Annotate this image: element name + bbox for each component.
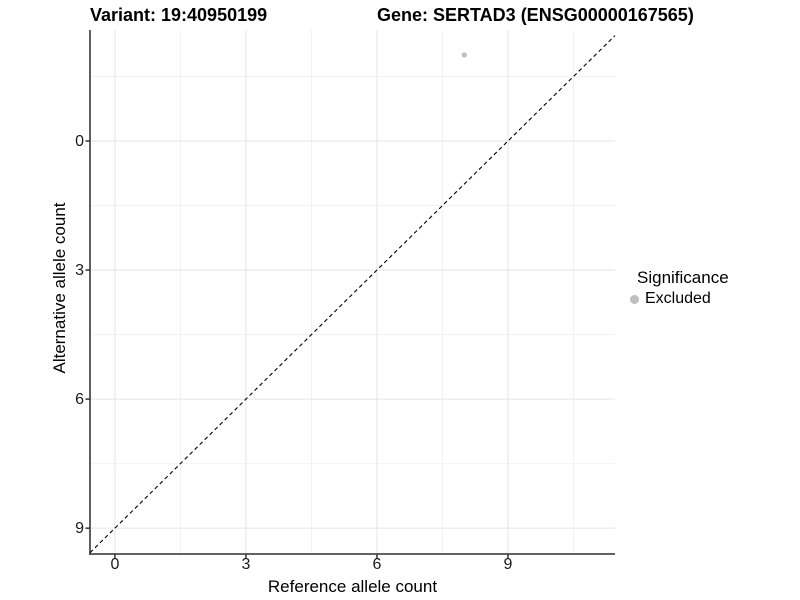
data-point	[461, 52, 467, 58]
y-axis-title: Alternative allele count	[50, 202, 69, 374]
y-tick-label: 6	[75, 391, 84, 409]
plot-title-gene: Gene: SERTAD3 (ENSG00000167565)	[377, 5, 694, 25]
legend-item-excluded: Excluded	[630, 290, 729, 308]
y-tick-label: 3	[75, 262, 84, 280]
legend: Significance Excluded	[630, 268, 729, 308]
y-tick-label: 0	[75, 132, 84, 150]
x-tick-label: 0	[110, 556, 120, 573]
legend-item-label: Excluded	[645, 290, 711, 307]
x-tick-label: 6	[372, 556, 382, 573]
legend-title: Significance	[637, 268, 729, 287]
plot-title-variant: Variant: 19:40950199	[90, 5, 268, 25]
y-tick-label: 9	[75, 520, 84, 538]
legend-marker-excluded	[630, 294, 639, 304]
x-axis-title: Reference allele count	[267, 577, 438, 596]
x-tick-label: 9	[503, 556, 513, 573]
x-tick-label: 3	[241, 556, 251, 573]
identity-line	[89, 35, 616, 554]
